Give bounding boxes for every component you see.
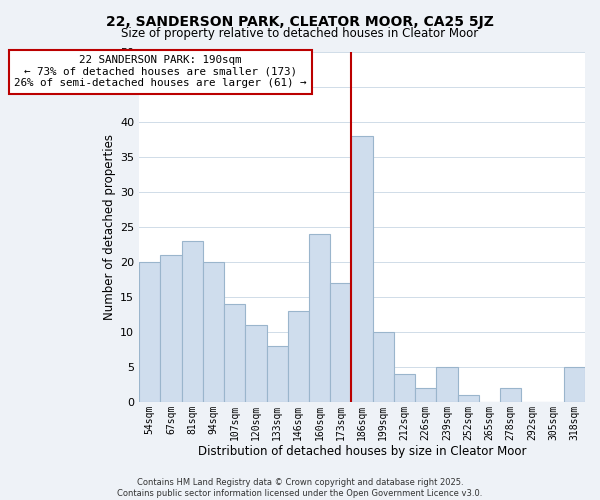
Bar [266, 346, 288, 403]
Bar [373, 332, 394, 402]
Bar [415, 388, 436, 402]
Bar [330, 283, 352, 403]
Bar [394, 374, 415, 402]
Bar [309, 234, 330, 402]
Bar [564, 367, 585, 402]
Y-axis label: Number of detached properties: Number of detached properties [103, 134, 116, 320]
Bar [352, 136, 373, 402]
Bar [436, 367, 458, 402]
Bar [160, 255, 182, 402]
Bar [224, 304, 245, 402]
Bar [245, 325, 266, 402]
Text: 22, SANDERSON PARK, CLEATOR MOOR, CA25 5JZ: 22, SANDERSON PARK, CLEATOR MOOR, CA25 5… [106, 15, 494, 29]
Bar [288, 311, 309, 402]
Text: 22 SANDERSON PARK: 190sqm
← 73% of detached houses are smaller (173)
26% of semi: 22 SANDERSON PARK: 190sqm ← 73% of detac… [14, 55, 307, 88]
Bar [458, 396, 479, 402]
Bar [500, 388, 521, 402]
Bar [182, 241, 203, 402]
Text: Size of property relative to detached houses in Cleator Moor: Size of property relative to detached ho… [121, 28, 479, 40]
Bar [139, 262, 160, 402]
X-axis label: Distribution of detached houses by size in Cleator Moor: Distribution of detached houses by size … [198, 444, 526, 458]
Text: Contains HM Land Registry data © Crown copyright and database right 2025.
Contai: Contains HM Land Registry data © Crown c… [118, 478, 482, 498]
Bar [203, 262, 224, 402]
